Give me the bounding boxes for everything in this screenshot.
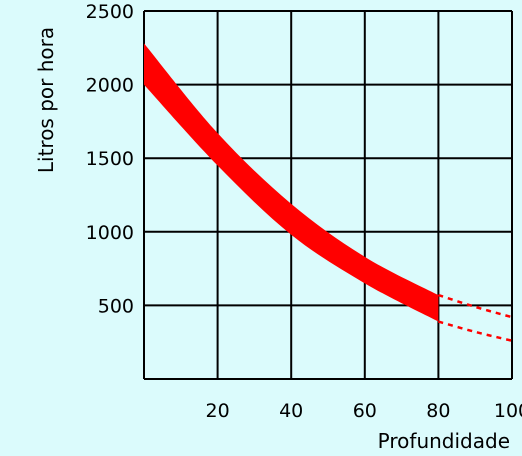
flow-band-area bbox=[144, 43, 439, 322]
grid bbox=[143, 10, 513, 380]
y-axis-title: Litros por hora bbox=[34, 27, 58, 173]
x-tick-labels: 20 40 60 80 100 bbox=[206, 400, 522, 422]
y-tick-label: 1000 bbox=[86, 222, 134, 244]
y-tick-labels: 500 1000 1500 2000 2500 bbox=[86, 1, 134, 317]
y-tick-label: 2000 bbox=[86, 75, 134, 97]
y-tick-label: 1500 bbox=[86, 148, 134, 170]
x-tick-label: 100 bbox=[494, 400, 522, 422]
flow-band-extrapolation-lower bbox=[438, 320, 513, 342]
y-tick-label: 2500 bbox=[86, 1, 134, 23]
x-tick-label: 60 bbox=[353, 400, 377, 422]
x-axis-title: Profundidade bbox=[378, 429, 510, 453]
x-tick-label: 40 bbox=[279, 400, 303, 422]
x-tick-label: 80 bbox=[426, 400, 450, 422]
y-tick-label: 500 bbox=[98, 295, 134, 317]
flow-band bbox=[144, 43, 513, 342]
x-tick-label: 20 bbox=[206, 400, 230, 422]
